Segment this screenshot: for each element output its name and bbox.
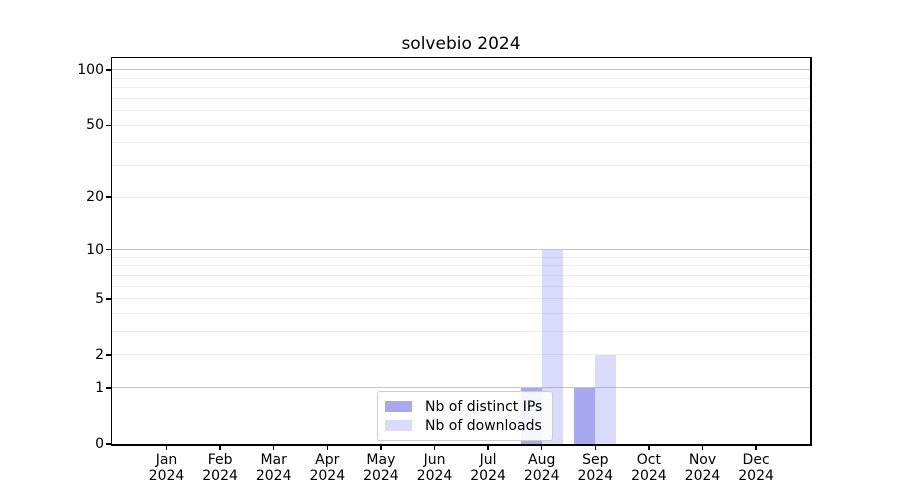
x-tick-month: Apr [315, 452, 340, 468]
x-tick-label: Jul 2024 [453, 452, 523, 484]
x-tick-mark [433, 444, 436, 450]
y-tick-label: 10 [86, 241, 104, 258]
x-tick-month: Nov [688, 452, 717, 468]
x-tick-label: Jan 2024 [132, 452, 202, 484]
axis-spine-top [110, 56, 812, 58]
legend-swatch-distinct-ips [385, 401, 412, 412]
x-tick-label: May 2024 [346, 452, 416, 484]
y-tick-mark [106, 354, 112, 356]
minor-gridline [112, 274, 810, 276]
y-tick-mark [106, 124, 112, 127]
x-tick-year: 2024 [738, 468, 774, 484]
x-tick-label: Aug 2024 [507, 452, 577, 484]
y-tick-mark [106, 69, 112, 71]
y-tick-mark [106, 443, 112, 445]
x-tick-month: May [366, 452, 396, 468]
minor-gridline [112, 110, 810, 112]
x-tick-year: 2024 [684, 468, 721, 484]
x-tick-year: 2024 [470, 468, 506, 484]
x-tick-month: Aug [528, 452, 556, 468]
y-tick-label: 5 [95, 290, 104, 307]
chart-title: solvebio 2024 [401, 34, 521, 54]
x-tick-label: Jun 2024 [400, 452, 470, 484]
y-tick-label: 1 [95, 379, 104, 396]
x-tick-month: Oct [636, 452, 661, 468]
y-tick-mark [106, 196, 112, 198]
x-tick-month: Dec [742, 452, 770, 468]
x-tick-label: Sep 2024 [560, 452, 630, 484]
minor-gridline [112, 331, 810, 333]
minor-gridline [112, 124, 810, 126]
minor-gridline [112, 313, 810, 315]
x-tick-year: 2024 [202, 468, 238, 484]
minor-gridline [112, 196, 810, 198]
major-gridline [112, 69, 810, 71]
x-tick-mark [272, 444, 275, 450]
x-tick-mark [648, 444, 650, 450]
x-tick-label: Oct 2024 [614, 452, 684, 484]
x-tick-year: 2024 [309, 468, 346, 484]
minor-gridline [112, 142, 810, 144]
major-gridline [112, 249, 810, 251]
x-tick-mark [487, 444, 489, 450]
legend-item-distinct-ips: Nb of distinct IPs [385, 397, 542, 416]
x-tick-year: 2024 [631, 468, 667, 484]
x-tick-year: 2024 [363, 468, 399, 484]
x-tick-mark [701, 444, 704, 450]
x-tick-mark [326, 444, 329, 450]
minor-gridline [112, 354, 810, 356]
x-tick-month: Jan [155, 452, 178, 468]
legend-swatch-downloads [385, 420, 412, 431]
axis-spine-right [810, 56, 812, 446]
legend-label-distinct-ips: Nb of distinct IPs [425, 398, 543, 415]
minor-gridline [112, 87, 810, 89]
y-tick-label: 20 [86, 189, 104, 206]
x-tick-mark [219, 444, 221, 450]
minor-gridline [112, 165, 810, 167]
x-tick-label: Dec 2024 [721, 452, 791, 484]
x-tick-month: Jul [479, 452, 497, 468]
y-tick-label: 50 [86, 117, 104, 134]
x-tick-mark [165, 444, 168, 450]
y-tick-mark [106, 387, 112, 389]
x-tick-month: Mar [260, 452, 287, 468]
x-tick-year: 2024 [255, 468, 292, 484]
y-tick-label: 100 [77, 61, 104, 78]
legend: Nb of distinct IPs Nb of downloads [377, 391, 554, 441]
axis-spine-bottom [110, 444, 812, 446]
legend-item-downloads: Nb of downloads [385, 416, 542, 435]
x-tick-mark [380, 444, 382, 450]
bar-downloads [595, 354, 617, 444]
minor-gridline [112, 265, 810, 267]
x-tick-month: Jun [423, 452, 446, 468]
minor-gridline [112, 298, 810, 300]
x-tick-year: 2024 [148, 468, 185, 484]
x-tick-year: 2024 [577, 468, 614, 484]
axis-spine-left [110, 56, 112, 446]
minor-gridline [112, 256, 810, 258]
x-tick-mark [755, 444, 757, 450]
x-tick-label: Nov 2024 [668, 452, 738, 484]
x-tick-year: 2024 [523, 468, 560, 484]
x-tick-year: 2024 [416, 468, 453, 484]
x-tick-label: Mar 2024 [239, 452, 309, 484]
minor-gridline [112, 97, 810, 99]
bar-distinct-ips [574, 387, 596, 444]
x-tick-month: Sep [582, 452, 609, 468]
y-tick-mark [106, 248, 112, 251]
x-tick-label: Feb 2024 [185, 452, 255, 484]
y-tick-mark [106, 298, 112, 300]
minor-gridline [112, 77, 810, 79]
major-gridline [112, 387, 810, 389]
minor-gridline [112, 285, 810, 287]
x-tick-month: Feb [207, 452, 233, 468]
x-tick-mark [540, 444, 543, 450]
x-tick-label: Apr 2024 [292, 452, 362, 484]
legend-label-downloads: Nb of downloads [425, 417, 542, 434]
y-tick-label: 0 [95, 436, 104, 452]
x-tick-mark [594, 444, 597, 450]
y-tick-label: 2 [95, 346, 104, 363]
